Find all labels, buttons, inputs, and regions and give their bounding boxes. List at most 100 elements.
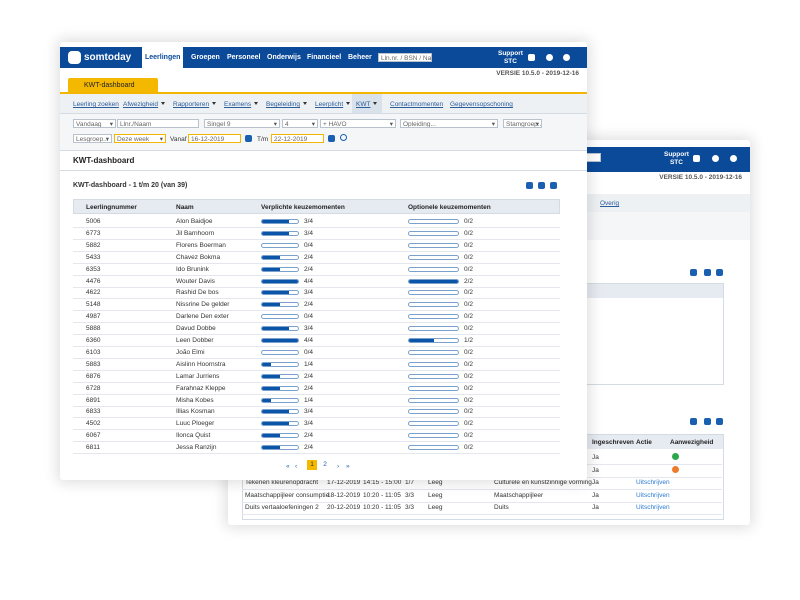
page-number[interactable]: 2 bbox=[323, 461, 327, 468]
student-name: João Elmi bbox=[176, 348, 205, 356]
filter-vanaf[interactable]: 16-12-2019 bbox=[188, 134, 241, 143]
nav-item[interactable]: Groepen bbox=[191, 54, 220, 61]
progress-label: 3/4 bbox=[304, 289, 314, 297]
print-icon[interactable] bbox=[716, 418, 723, 425]
front-support[interactable]: Support STC bbox=[498, 50, 523, 66]
subnav-item[interactable]: Leerling zoeken bbox=[73, 101, 119, 108]
subnav-item[interactable]: Rapporteren bbox=[173, 101, 210, 108]
table-row[interactable]: 6360 Leen Dobber 4/4 1/2 bbox=[73, 334, 560, 347]
table-row[interactable]: 4987 Darlene Den exter 0/4 0/2 bbox=[73, 310, 560, 324]
cell-tijd: 10:20 - 11:05 bbox=[363, 504, 401, 511]
filter-leerjaar[interactable]: 4 bbox=[282, 119, 318, 128]
table-row[interactable]: 4476 Wouter Davis 4/4 2/2 bbox=[73, 275, 560, 288]
subnav-item[interactable]: Contactmomenten bbox=[390, 101, 444, 108]
table-row[interactable]: 6811 Jessa Ranzijn 2/4 0/2 bbox=[73, 441, 560, 455]
search-icon[interactable] bbox=[340, 134, 347, 141]
nav-item[interactable]: Personeel bbox=[227, 54, 261, 61]
table-row[interactable]: 6833 Illias Kosman 3/4 0/2 bbox=[73, 405, 560, 419]
table-row[interactable]: 6103 João Elmi 0/4 0/2 bbox=[73, 346, 560, 359]
progress-label: 0/2 bbox=[464, 372, 474, 380]
progress-label: 2/4 bbox=[304, 432, 314, 440]
export-icon[interactable] bbox=[538, 182, 545, 189]
column-header: Verplichte keuzemomenten bbox=[261, 204, 345, 211]
filter-locatie[interactable]: Singel 9 bbox=[204, 119, 280, 128]
filter-leerling[interactable]: Llnr./Naam bbox=[117, 119, 199, 128]
student-number: 4622 bbox=[86, 289, 101, 297]
print-icon[interactable] bbox=[550, 182, 557, 189]
table-row[interactable]: 4502 Luuc Ploeger 3/4 0/2 bbox=[73, 417, 560, 431]
cell-actie[interactable]: Uitschrijven bbox=[636, 504, 670, 511]
progress-label: 2/4 bbox=[304, 265, 314, 273]
nav-item[interactable]: Beheer bbox=[348, 54, 372, 61]
cell-actie[interactable]: Uitschrijven bbox=[636, 491, 670, 499]
power-icon[interactable] bbox=[563, 54, 570, 61]
export-icon[interactable] bbox=[704, 418, 711, 425]
filter-stamgroep[interactable]: Stamgroep... bbox=[503, 119, 542, 128]
pager-arrow[interactable]: › bbox=[337, 463, 340, 470]
filter-periode[interactable]: Vandaag bbox=[73, 119, 116, 128]
filter-niveau[interactable]: + HAVO bbox=[320, 119, 396, 128]
pager-arrow[interactable]: ‹ bbox=[295, 463, 298, 470]
back-support[interactable]: Support STC bbox=[664, 151, 689, 167]
help-icon[interactable] bbox=[546, 54, 553, 61]
page-number[interactable]: 1 bbox=[307, 460, 317, 470]
table-row[interactable]: 5882 Florens Boerman 0/4 0/2 bbox=[73, 239, 560, 252]
cell-ingeschreven: Ja bbox=[592, 454, 599, 461]
search[interactable]: Lln.nr. / BSN / Naam bbox=[378, 53, 432, 62]
table-row[interactable]: 5883 Aislinn Hoornstra 1/4 0/2 bbox=[73, 358, 560, 371]
cell-tijd: 10:20 - 11:05 bbox=[363, 491, 401, 499]
nav-item[interactable]: Financieel bbox=[307, 54, 342, 61]
tool-icon[interactable] bbox=[526, 182, 533, 189]
menu-item[interactable]: Overig bbox=[600, 200, 620, 207]
subnav-item[interactable]: Examens bbox=[224, 101, 252, 108]
cell-actie[interactable]: Uitschrijven bbox=[636, 479, 670, 486]
table-row[interactable]: 6773 Jil Barnhoorn 3/4 0/2 bbox=[73, 227, 560, 240]
subnav-item[interactable]: Begeleiding bbox=[266, 101, 300, 108]
progress-label: 0/2 bbox=[464, 218, 474, 225]
progress-bar bbox=[408, 397, 459, 403]
table-row[interactable]: 6728 Farahnaz Kleppe 2/4 0/2 bbox=[73, 382, 560, 395]
filter-week[interactable]: Deze week bbox=[114, 134, 166, 143]
student-number: 5888 bbox=[86, 325, 101, 333]
mail-icon[interactable] bbox=[693, 155, 700, 162]
table-row[interactable]: 6876 Lamar Jurriens 2/4 0/2 bbox=[73, 370, 560, 383]
subnav-item[interactable]: Afwezigheid bbox=[123, 101, 159, 108]
subnav-item[interactable]: Gegevensopschoning bbox=[450, 101, 513, 108]
logo[interactable]: somtoday bbox=[84, 52, 132, 63]
progress-label: 0/2 bbox=[464, 384, 474, 392]
subnav-item[interactable]: KWT bbox=[356, 101, 371, 108]
tab[interactable]: KWT-dashboard bbox=[68, 78, 158, 93]
tool-icon[interactable] bbox=[690, 269, 697, 276]
power-icon[interactable] bbox=[730, 155, 737, 162]
mail-icon[interactable] bbox=[528, 54, 535, 61]
progress-label: 1/2 bbox=[464, 337, 474, 344]
filter-opleiding[interactable]: Opleiding... bbox=[400, 119, 498, 128]
progress-label: 1/4 bbox=[304, 396, 314, 404]
pager-arrow[interactable]: « bbox=[286, 463, 290, 470]
table-row[interactable]: 5006 Alon Baidjoe 3/4 0/2 bbox=[73, 215, 560, 228]
table-row[interactable]: 6067 Ilonca Quist 2/4 0/2 bbox=[73, 429, 560, 443]
progress-bar bbox=[408, 219, 459, 224]
print-icon[interactable] bbox=[716, 269, 723, 276]
table-row[interactable]: 5148 Nissrine De gelder 2/4 0/2 bbox=[73, 298, 560, 312]
student-number: 6773 bbox=[86, 229, 101, 237]
filter-tm[interactable]: 22-12-2019 bbox=[271, 134, 324, 143]
filter-lesgroep[interactable]: Lesgroep... bbox=[73, 134, 112, 143]
progress-bar bbox=[408, 421, 459, 427]
help-icon[interactable] bbox=[712, 155, 719, 162]
nav-item[interactable]: Onderwijs bbox=[267, 54, 301, 61]
nav-item[interactable]: Leerlingen bbox=[142, 47, 184, 68]
table-row[interactable]: 5888 Davud Dobbe 3/4 0/2 bbox=[73, 322, 560, 336]
table-row[interactable]: 4622 Rashid De bos 3/4 0/2 bbox=[73, 286, 560, 300]
table-row[interactable]: 6353 Ido Brunink 2/4 0/2 bbox=[73, 263, 560, 276]
table-row[interactable]: 6891 Misha Kobes 1/4 0/2 bbox=[73, 394, 560, 407]
progress-bar bbox=[408, 338, 459, 343]
tool-icon[interactable] bbox=[690, 418, 697, 425]
subnav-item[interactable]: Leerplicht bbox=[315, 101, 344, 108]
progress-label: 0/2 bbox=[464, 253, 474, 261]
calendar-icon[interactable] bbox=[245, 135, 252, 142]
export-icon[interactable] bbox=[704, 269, 711, 276]
table-row[interactable]: 5433 Chavez Bokma 2/4 0/2 bbox=[73, 251, 560, 264]
calendar-icon[interactable] bbox=[328, 135, 335, 142]
pager-arrow[interactable]: » bbox=[346, 463, 350, 470]
